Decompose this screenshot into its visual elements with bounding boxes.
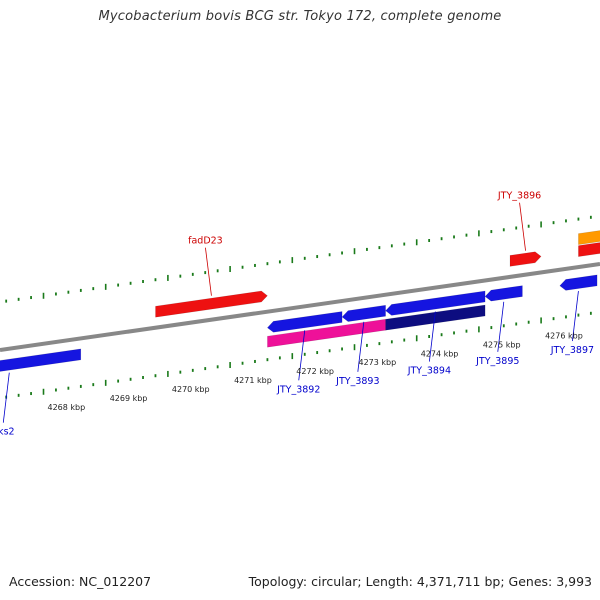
genome-backbone <box>0 262 600 352</box>
axis-tick-label: 4268 kbp <box>48 403 86 412</box>
gene-feature[interactable] <box>341 304 386 322</box>
axis-tick-label: 4271 kbp <box>234 376 272 385</box>
axis-tick-label: 4274 kbp <box>421 349 459 358</box>
gene-label[interactable]: JTY_3897 <box>550 345 594 356</box>
gene-label-leader <box>2 372 10 423</box>
gene-label[interactable]: JTY_3894 <box>407 366 451 377</box>
gene-feature[interactable] <box>484 285 523 302</box>
gene-label-leader <box>497 301 505 352</box>
gene-label[interactable]: fadD23 <box>188 236 223 247</box>
gene-feature[interactable] <box>509 251 542 267</box>
gene-feature[interactable] <box>578 238 600 257</box>
gene-label[interactable]: pks2 <box>0 427 15 438</box>
axis-tick-label: 4273 kbp <box>359 358 397 367</box>
gene-feature[interactable] <box>559 274 598 291</box>
axis-tick-label: 4269 kbp <box>110 394 148 403</box>
axis-tick-label: 4275 kbp <box>483 340 521 349</box>
axis-tick-label: 4276 kbp <box>545 331 583 340</box>
gene-feature[interactable] <box>155 290 268 318</box>
gene-label[interactable]: JTY_3896 <box>497 191 541 202</box>
axis-tick-label: 4270 kbp <box>172 385 210 394</box>
gene-labels: pks2 fadD23 JTY_3892 JTY_3893 JTY_3894 JTY_38… <box>0 191 594 438</box>
map-title: Mycobacterium bovis BCG str. Tokyo 172, … <box>98 9 502 24</box>
accession-text: Accession: NC_012207 <box>9 574 152 589</box>
gene-feature[interactable] <box>578 226 600 245</box>
axis-tick-labels: 4268 kbp 4269 kbp 4270 kbp 4271 kbp 4272 kbp… <box>48 331 583 411</box>
gene-feature[interactable] <box>0 348 82 381</box>
gene-label[interactable]: JTY_3893 <box>335 376 379 387</box>
gene-feature[interactable] <box>385 304 486 331</box>
gene-features <box>0 226 600 381</box>
genome-summary-text: Topology: circular; Length: 4,371,711 bp… <box>248 574 592 589</box>
gene-label-leader <box>572 291 579 342</box>
axis-tick-label: 4272 kbp <box>296 367 334 376</box>
gene-label-leader <box>519 202 526 251</box>
gene-label-leader <box>298 330 306 381</box>
gene-label-leader <box>428 311 436 362</box>
gene-label[interactable]: JTY_3892 <box>276 384 320 395</box>
gene-label-leader <box>205 247 212 296</box>
plus-strand-tick-track <box>5 215 592 303</box>
gene-label-leader <box>357 321 365 372</box>
gene-label[interactable]: JTY_3895 <box>475 356 519 367</box>
